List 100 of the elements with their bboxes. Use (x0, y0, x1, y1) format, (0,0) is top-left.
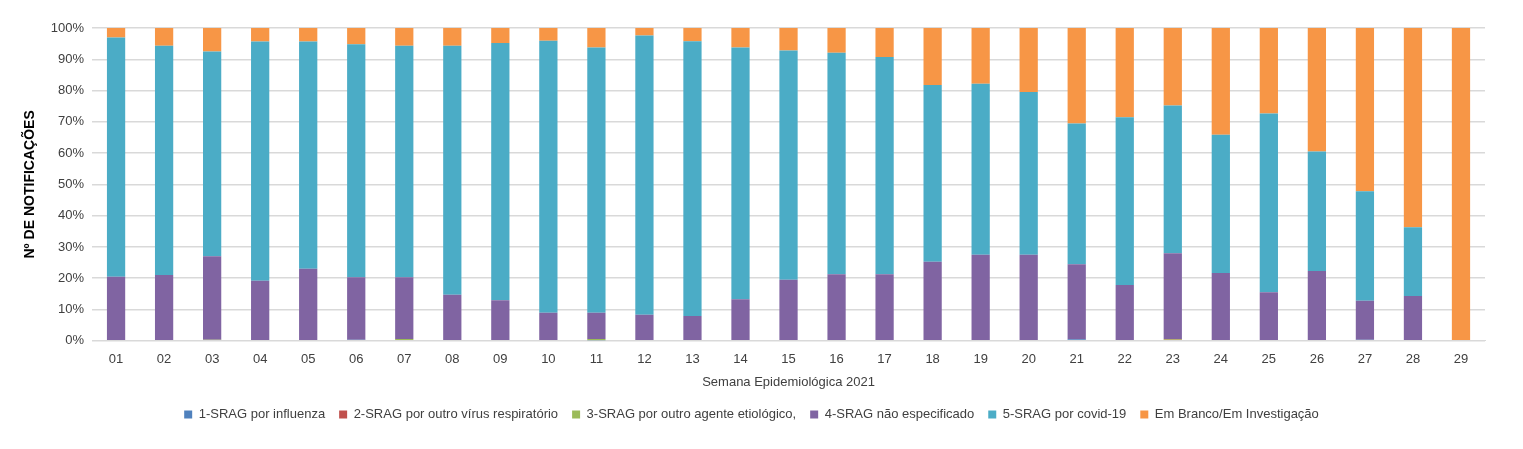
legend-label: 4-SRAG não especificado (824, 406, 975, 422)
y-tick-label: 10% (58, 301, 85, 317)
x-tick-label: 19 (973, 351, 988, 367)
bar (779, 50, 798, 280)
bar (347, 277, 366, 340)
x-tick-label: 16 (829, 351, 844, 367)
bar (1259, 28, 1278, 114)
bar (1115, 28, 1134, 118)
y-tick-label: 100% (50, 19, 85, 35)
bar (443, 45, 462, 295)
bar (779, 279, 798, 341)
x-tick-label: 13 (685, 351, 700, 367)
bar (395, 277, 414, 339)
bar (971, 254, 990, 341)
x-tick-label: 22 (1117, 351, 1132, 367)
bar (923, 261, 942, 341)
bar (299, 268, 318, 341)
bar (587, 28, 606, 48)
bar (203, 51, 222, 257)
bar (923, 28, 942, 85)
bar (443, 28, 462, 46)
x-tick-label: 09 (493, 351, 508, 367)
bar (827, 52, 846, 275)
bar (251, 41, 270, 281)
bar (154, 45, 174, 276)
bar (299, 41, 318, 269)
x-tick-label: 28 (1405, 351, 1421, 367)
x-tick-label: 04 (252, 351, 268, 367)
x-tick-label: 25 (1261, 351, 1277, 367)
bar (827, 28, 846, 53)
bar (203, 28, 222, 52)
bar (1259, 113, 1278, 293)
bar (1163, 28, 1182, 106)
bar (683, 41, 702, 317)
x-tick-label: 15 (781, 351, 796, 367)
bar (683, 316, 702, 341)
x-tick-label: 11 (589, 351, 604, 367)
bar (1211, 272, 1230, 341)
y-tick-label: 90% (58, 50, 85, 66)
bar (539, 28, 558, 41)
bar (251, 28, 270, 42)
x-tick-label: 03 (204, 351, 220, 367)
bar (1403, 296, 1423, 341)
y-tick-label: 20% (58, 269, 85, 285)
x-tick-label: 17 (877, 351, 892, 367)
x-tick-label: 07 (397, 351, 412, 367)
x-tick-label: 02 (156, 351, 172, 367)
bar (1019, 254, 1038, 341)
legend-label: 1-SRAG por influenza (198, 406, 326, 422)
bar (154, 28, 174, 46)
bar (1163, 253, 1182, 339)
x-tick-label: 05 (300, 351, 316, 367)
bar (443, 294, 462, 341)
bar (106, 28, 126, 38)
x-tick-label: 23 (1165, 351, 1181, 367)
legend-label: 5-SRAG por covid-19 (1002, 406, 1127, 422)
y-tick-label: 0% (65, 332, 85, 348)
x-axis-title: Semana Epidemiológica 2021 (702, 373, 875, 389)
bar (347, 28, 366, 45)
bar (395, 28, 414, 46)
bar (1307, 151, 1327, 272)
bar (491, 43, 510, 301)
bar (971, 28, 990, 84)
bar (106, 276, 126, 341)
bar (1067, 264, 1086, 340)
bar (299, 28, 318, 42)
bar (1019, 28, 1038, 93)
x-tick-label: 12 (637, 351, 652, 367)
bar (1067, 123, 1086, 265)
bar (1163, 105, 1182, 254)
y-axis-title: Nº DE NOTIFICAÇÕES (20, 110, 38, 259)
bar (1403, 28, 1423, 228)
legend-label: 3-SRAG por outro agente etiológico, (586, 406, 797, 422)
bar (1019, 92, 1038, 255)
bar (106, 37, 126, 277)
bar (875, 274, 894, 341)
bar (1211, 28, 1230, 135)
x-tick-label: 01 (108, 351, 124, 367)
bar (1307, 271, 1327, 341)
bar (971, 83, 990, 255)
bar (635, 35, 654, 315)
bar (875, 57, 894, 275)
bar (1115, 117, 1134, 286)
bar (923, 84, 942, 262)
x-tick-label: 08 (445, 351, 460, 367)
bar (539, 312, 558, 341)
bar (1355, 28, 1375, 192)
bar (154, 275, 174, 341)
legend-label: 2-SRAG por outro vírus respiratório (353, 406, 559, 422)
bar (587, 312, 606, 339)
x-tick-label: 18 (925, 351, 940, 367)
bar (779, 28, 798, 51)
bar (1307, 28, 1327, 152)
bar (683, 28, 702, 42)
y-tick-label: 30% (58, 238, 85, 254)
x-tick-label: 10 (541, 351, 556, 367)
bar (1259, 292, 1278, 341)
bar (1067, 28, 1086, 124)
legend-label: Em Branco/Em Investigação (1154, 406, 1319, 422)
bar (539, 40, 558, 313)
